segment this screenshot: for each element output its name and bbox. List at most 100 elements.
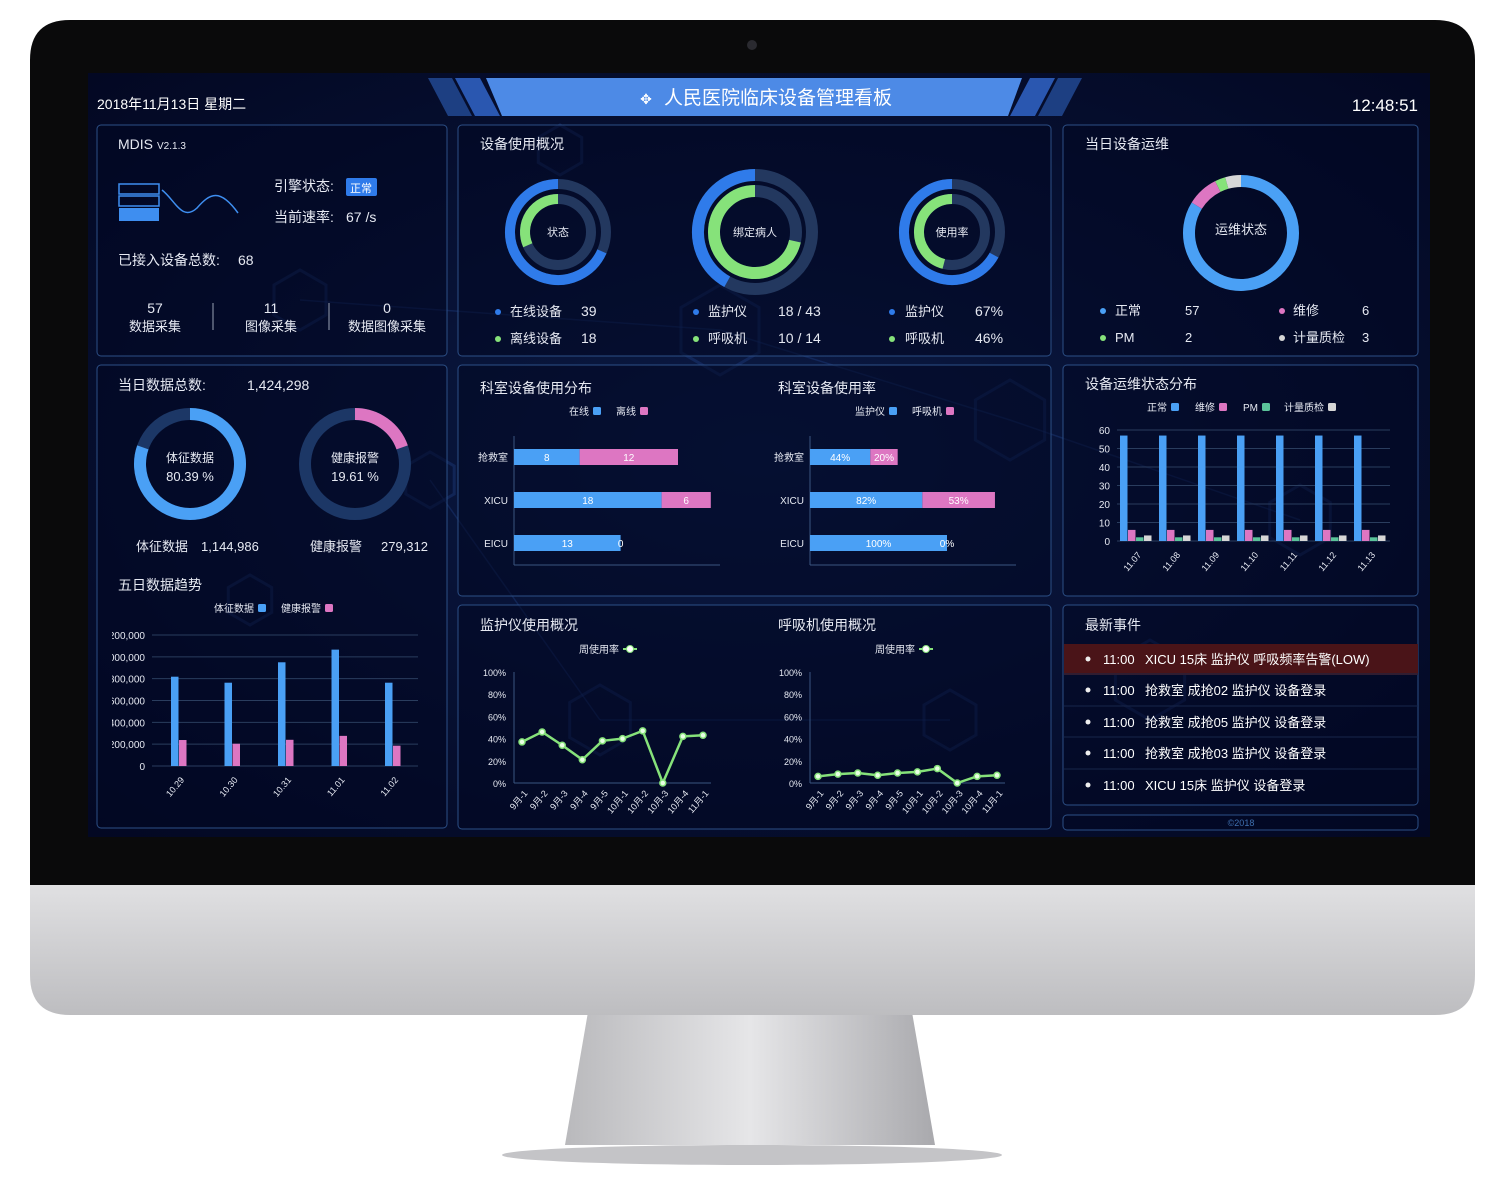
bar-在线 <box>514 535 621 551</box>
bar-正常 <box>1276 435 1284 541</box>
series-line <box>817 767 998 785</box>
trend-legend-label: 健康报警 <box>281 602 321 615</box>
donut-segment <box>1183 175 1299 291</box>
panel-daily-data <box>96 364 448 829</box>
panel-events <box>1062 604 1419 806</box>
event-text: XICU 15床 监护仪 设备登录 <box>1145 778 1305 793</box>
bar-计量质检 <box>1144 535 1152 541</box>
event-row[interactable]: 11:00 XICU 15床 监护仪 呼吸频率告警(LOW) <box>1064 644 1418 675</box>
data-point <box>893 769 902 777</box>
event-time: 11:00 <box>1103 715 1135 730</box>
legend-value: 67% <box>975 303 1003 319</box>
header-clock: 12:48:51 <box>1352 96 1418 115</box>
stand <box>565 1012 935 1145</box>
data-point <box>659 779 667 787</box>
line-legend-label: 周使用率 <box>579 643 619 656</box>
bar-value-label: 100% <box>866 539 892 550</box>
event-row[interactable]: 11:00 抢救室 成抢05 监护仪 设备登录 <box>1064 705 1418 730</box>
bar-维修 <box>1284 529 1292 541</box>
bar-计量质检 <box>1378 535 1386 541</box>
data-point <box>538 728 546 736</box>
bar-正常 <box>1198 435 1206 541</box>
legend-marker-icon <box>922 645 930 653</box>
y-tick-label: 100% <box>483 668 506 678</box>
data-point <box>578 755 587 764</box>
donut-inner-segment <box>914 194 953 269</box>
legend-value: 57 <box>1185 303 1199 318</box>
legend-dot <box>1100 308 1106 314</box>
legend-label: PM <box>1115 330 1135 345</box>
maintenance-title: 当日设备运维 <box>1085 136 1169 152</box>
donut-center-label: 运维状态 <box>1215 222 1267 237</box>
events-title: 最新事件 <box>1085 617 1141 633</box>
event-row[interactable]: 11:00 XICU 15床 监护仪 设备登录 <box>1064 768 1418 793</box>
maint-legend-swatch <box>1171 403 1179 411</box>
dept_dist-legend-swatch <box>640 407 648 415</box>
engine-status-label: 引擎状态: <box>274 178 334 194</box>
event-row[interactable]: 11:00 抢救室 成抢02 监护仪 设备登录 <box>1064 673 1418 698</box>
monitor-chin <box>30 870 1475 1015</box>
bar-离线 <box>579 449 678 465</box>
stand-base <box>502 1145 1002 1165</box>
y-category-label: EICU <box>484 539 508 550</box>
bullet-icon <box>1085 687 1091 693</box>
data-point <box>953 779 961 787</box>
legend-label: 呼吸机 <box>905 331 944 346</box>
bar-体征数据 <box>385 682 393 766</box>
data-point <box>873 771 882 779</box>
trend-chart: 0 200,000 400,000 600,000 800,000 1,000,000 1,… <box>101 631 418 799</box>
bullet-icon <box>1085 750 1091 756</box>
event-text: 抢救室 成抢05 监护仪 设备登录 <box>1145 715 1326 730</box>
maint-legend-swatch <box>1328 403 1336 411</box>
device-total-label: 已接入设备总数: <box>118 252 220 268</box>
daily-item-value: 1,144,986 <box>201 539 259 554</box>
bar-value-label: 6 <box>683 496 689 507</box>
panel-department <box>457 364 1052 597</box>
bar-维修 <box>1245 529 1253 541</box>
maint-legend-swatch <box>1219 403 1227 411</box>
event-row-highlight <box>1064 644 1418 675</box>
data-point <box>618 734 627 743</box>
engine-status-value: 正常 <box>350 182 372 195</box>
trend-title: 五日数据趋势 <box>118 577 202 593</box>
donut-segment <box>134 408 246 520</box>
dept_dist-title: 科室设备使用分布 <box>480 380 592 396</box>
legend-value: 18 / 43 <box>778 303 821 319</box>
maint-legend-label: PM <box>1243 403 1258 414</box>
legend-dot <box>1279 335 1285 341</box>
bar-value-label: 18 <box>582 496 594 507</box>
legend-dot <box>693 336 699 342</box>
bar-计量质检 <box>1222 535 1230 541</box>
footer-bar <box>1062 814 1419 831</box>
event-time: 11:00 <box>1103 683 1135 698</box>
data-point <box>834 770 842 778</box>
bar-体征数据 <box>171 676 179 766</box>
wave-icon <box>161 189 239 214</box>
bar-维修 <box>1167 529 1175 541</box>
bullet-icon <box>1085 656 1091 662</box>
bar-维修 <box>1323 529 1331 541</box>
legend-label: 监护仪 <box>708 304 747 319</box>
trend-legend-label: 体征数据 <box>214 602 254 615</box>
event-text: 抢救室 成抢03 监护仪 设备登录 <box>1145 746 1326 761</box>
y-tick-label: 0 <box>139 762 145 773</box>
bar-维修 <box>1128 529 1136 541</box>
donut-outer-segment <box>505 179 607 285</box>
y-tick-label: 40 <box>1099 463 1111 474</box>
event-row[interactable]: 11:00 抢救室 成抢03 监护仪 设备登录 <box>1064 736 1418 761</box>
bar-PM <box>1370 537 1378 541</box>
legend-dot <box>889 336 895 342</box>
y-tick-label: 1,200,000 <box>101 631 146 642</box>
stat-label: 数据采集 <box>129 319 181 334</box>
donut-segment <box>1191 181 1221 210</box>
dept_rate-legend-label: 监护仪 <box>855 405 885 418</box>
legend-value: 39 <box>581 303 597 319</box>
bar-维修 <box>1362 529 1370 541</box>
data-point <box>679 732 687 741</box>
trend-legend-swatch <box>258 604 266 612</box>
monitor-title: 监护仪使用概况 <box>480 617 578 633</box>
bar-健康报警 <box>393 745 401 766</box>
device-total-value: 68 <box>238 252 254 268</box>
legend-dot <box>1279 308 1285 314</box>
